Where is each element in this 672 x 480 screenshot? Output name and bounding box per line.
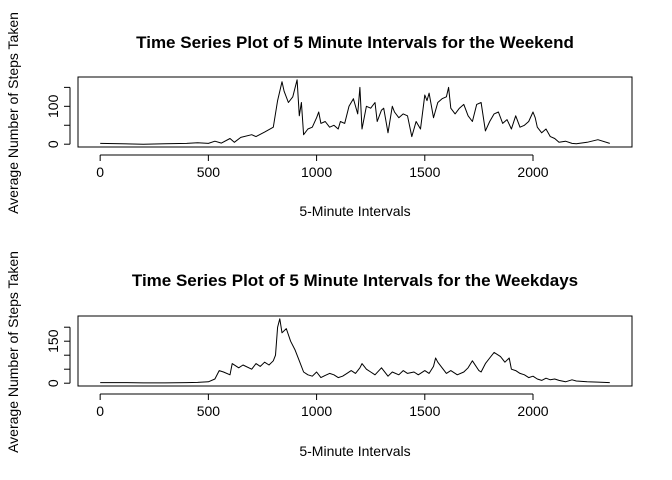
x-axis-label-weekend: 5-Minute Intervals — [299, 203, 410, 219]
y-tick-label-weekdays-1: 150 — [45, 329, 61, 353]
x-tick-label-weekdays-2: 1000 — [301, 403, 332, 419]
x-tick-label-weekend-1: 500 — [197, 164, 221, 180]
x-tick-label-weekend-0: 0 — [96, 164, 104, 180]
x-tick-label-weekend-4: 2000 — [517, 164, 548, 180]
panel-weekdays: Time Series Plot of 5 Minute Intervals f… — [5, 251, 633, 459]
panel-weekend: Time Series Plot of 5 Minute Intervals f… — [5, 12, 633, 219]
x-tick-label-weekend-3: 1500 — [409, 164, 440, 180]
series-line-weekend — [100, 79, 610, 145]
chart-title-weekend: Time Series Plot of 5 Minute Intervals f… — [136, 33, 574, 52]
x-tick-label-weekdays-1: 500 — [197, 403, 221, 419]
plot-frame-weekdays — [77, 315, 633, 387]
y-tick-label-weekend-0: 0 — [45, 140, 61, 148]
y-tick-label-weekdays-0: 0 — [45, 379, 61, 387]
x-tick-label-weekdays-3: 1500 — [409, 403, 440, 419]
chart-title-weekdays: Time Series Plot of 5 Minute Intervals f… — [132, 271, 578, 290]
x-tick-label-weekend-2: 1000 — [301, 164, 332, 180]
plot-frame-weekend — [77, 76, 633, 148]
series-line-weekdays — [100, 318, 610, 384]
y-axis-label-weekdays: Average Number of Steps Taken — [5, 251, 21, 453]
x-axis-label-weekdays: 5-Minute Intervals — [299, 443, 410, 459]
y-axis-label-weekend: Average Number of Steps Taken — [5, 12, 21, 214]
x-tick-label-weekdays-4: 2000 — [517, 403, 548, 419]
x-tick-label-weekdays-0: 0 — [96, 403, 104, 419]
y-tick-label-weekend-1: 100 — [45, 94, 61, 118]
